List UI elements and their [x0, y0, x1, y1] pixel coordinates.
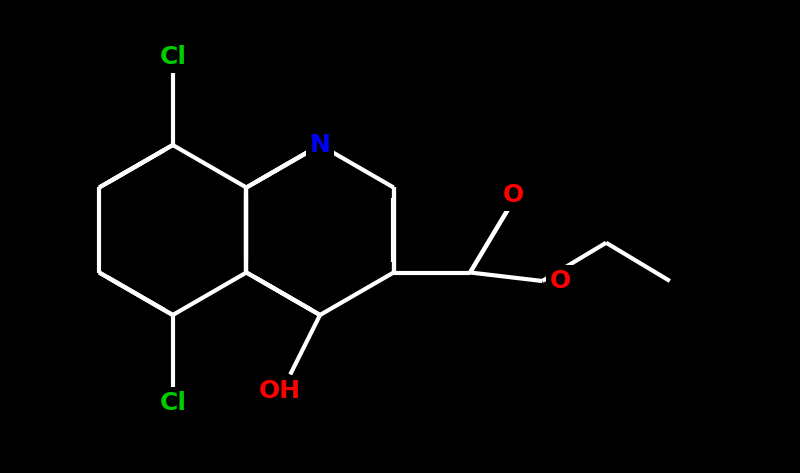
Text: N: N [310, 133, 330, 157]
Text: OH: OH [259, 378, 302, 403]
Text: Cl: Cl [159, 391, 186, 415]
Text: Cl: Cl [159, 45, 186, 69]
Text: O: O [550, 269, 571, 293]
Text: O: O [502, 183, 524, 207]
